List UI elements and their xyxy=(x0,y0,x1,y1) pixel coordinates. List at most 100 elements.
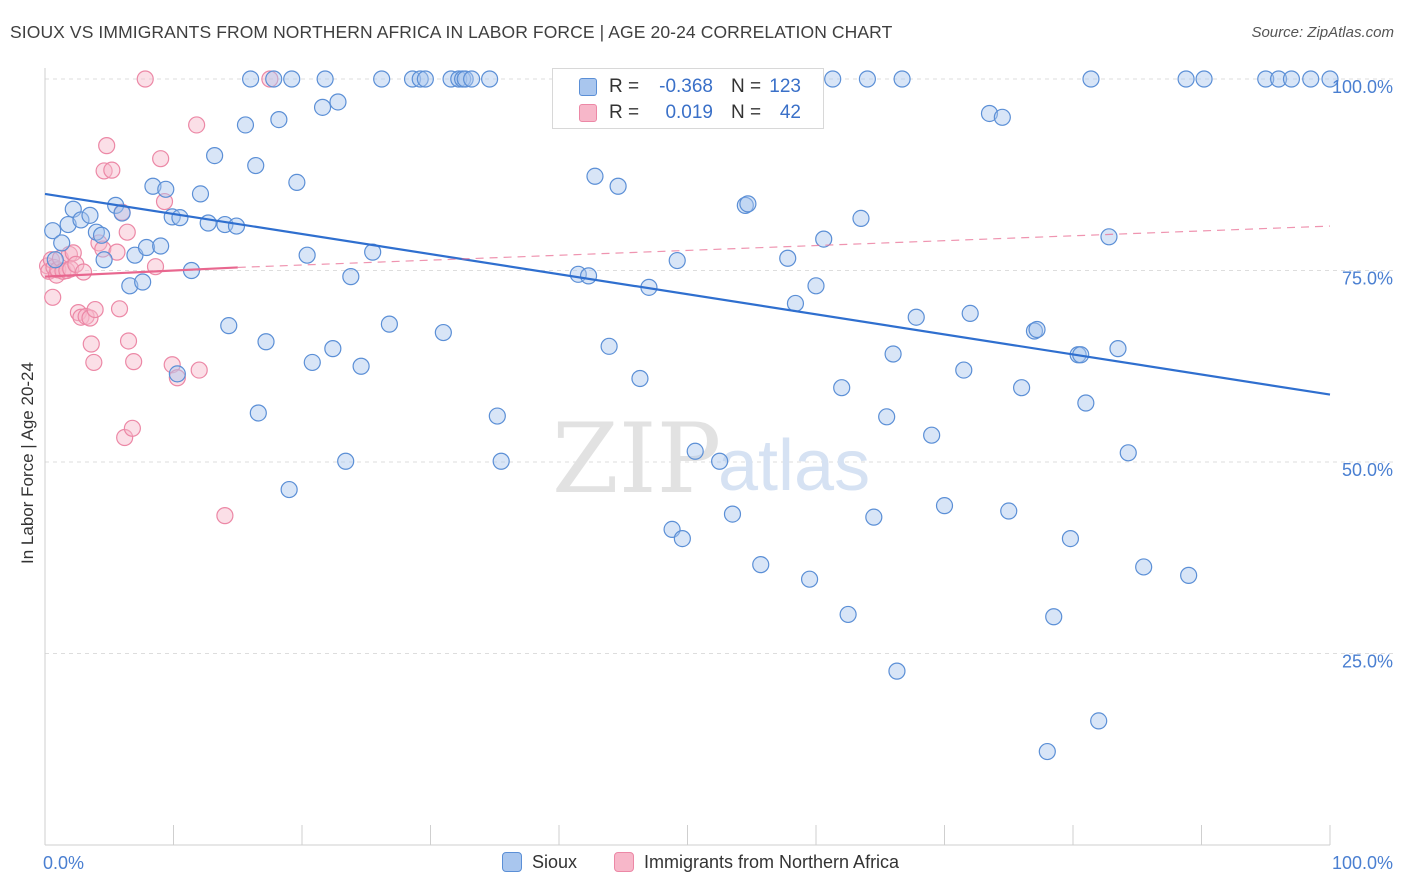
sioux-point xyxy=(316,70,334,88)
sioux-point xyxy=(337,452,355,470)
immigrants-point xyxy=(163,356,181,374)
legend-item-immigrants: Immigrants from Northern Africa xyxy=(614,852,899,873)
r-label: R = xyxy=(609,102,640,123)
r-value: 0.019 xyxy=(665,102,713,123)
sioux-point xyxy=(1109,340,1127,358)
tick-labels: 25.0% 50.0% 75.0% 100.0% 0.0% 100.0% xyxy=(43,77,1393,873)
sioux-point xyxy=(1038,742,1056,761)
sioux-point xyxy=(1100,228,1118,246)
sioux-point xyxy=(313,98,332,116)
sioux-point xyxy=(858,70,877,88)
sioux-point xyxy=(46,251,64,269)
sioux-point xyxy=(673,529,691,548)
sioux-swatch xyxy=(579,78,597,96)
sioux-point xyxy=(242,70,260,88)
sioux-point xyxy=(324,340,342,358)
sioux-point xyxy=(95,251,113,269)
sioux-point xyxy=(752,556,770,574)
sioux-point xyxy=(53,234,71,252)
sioux-point xyxy=(434,323,452,342)
sioux-point xyxy=(81,206,99,224)
sioux-point xyxy=(1045,608,1063,626)
immigrants-point xyxy=(86,300,104,319)
trend-lines xyxy=(44,192,1331,396)
sioux-point xyxy=(807,277,825,295)
sioux-point xyxy=(1195,70,1213,88)
immigrants-point xyxy=(74,263,93,281)
sioux-trend-line xyxy=(44,192,1331,396)
sioux-point xyxy=(833,379,851,397)
sioux-point xyxy=(411,70,429,88)
immigrants-swatch xyxy=(579,104,597,122)
x-tick-label: 100.0% xyxy=(1332,853,1393,873)
immigrants-point xyxy=(261,70,279,88)
y-tick-label: 75.0% xyxy=(1342,269,1393,289)
sioux-point xyxy=(980,104,999,123)
sioux-point xyxy=(249,404,267,422)
immigrants-point xyxy=(82,335,100,353)
sioux-point xyxy=(456,70,474,88)
sioux-point xyxy=(352,357,370,375)
y-tick-label: 100.0% xyxy=(1332,77,1393,97)
sioux-point xyxy=(121,277,139,295)
sioux-point xyxy=(87,223,106,241)
legend-row-immigrants: R = 0.019 N = 42 xyxy=(553,100,823,126)
sioux-point xyxy=(779,249,797,267)
sioux-point xyxy=(481,70,499,88)
sioux-point xyxy=(1302,70,1320,88)
sioux-point xyxy=(955,361,973,379)
sioux-point xyxy=(579,267,598,285)
sioux-point xyxy=(329,93,347,111)
sioux-point xyxy=(137,238,156,257)
legend-row-sioux: R = -0.368 N = 123 xyxy=(553,74,823,100)
sioux-point xyxy=(923,426,941,444)
sioux-point xyxy=(893,70,911,88)
immigrants-point xyxy=(188,116,206,134)
immigrants-legend-swatch xyxy=(614,852,634,872)
watermark-atlas: atlas xyxy=(718,426,870,506)
sioux-point xyxy=(44,222,62,240)
immigrants-point xyxy=(168,369,186,387)
sioux-point xyxy=(824,70,842,88)
sioux-point xyxy=(1000,502,1018,520)
immigrants-point xyxy=(98,137,116,155)
sioux-point xyxy=(59,215,77,234)
sioux-point xyxy=(303,353,321,372)
sioux-point xyxy=(878,408,896,426)
sioux-point xyxy=(711,452,729,470)
sioux-point xyxy=(631,369,649,388)
sioux-point xyxy=(907,308,925,326)
sioux-point xyxy=(416,70,434,88)
y-tick-label: 50.0% xyxy=(1342,460,1393,480)
sioux-point xyxy=(1028,320,1046,339)
n-value: 123 xyxy=(769,76,801,97)
sioux-point xyxy=(463,70,481,88)
r-value: -0.368 xyxy=(659,76,713,97)
n-label: N = xyxy=(731,76,762,97)
sioux-point xyxy=(786,294,805,313)
sioux-point xyxy=(236,116,255,134)
sioux-point xyxy=(1180,566,1198,584)
sioux-point xyxy=(865,508,883,526)
immigrants-point xyxy=(103,161,121,179)
immigrants-point xyxy=(190,361,208,379)
sioux-point xyxy=(92,226,111,244)
immigrants-point xyxy=(118,223,136,241)
immigrants-point xyxy=(108,243,126,261)
sioux-point xyxy=(723,505,742,523)
sioux-point xyxy=(852,209,870,228)
x-tick-label: 0.0% xyxy=(43,853,84,873)
sioux-point xyxy=(1077,394,1095,412)
sioux-point xyxy=(283,70,301,88)
sioux-point xyxy=(265,70,283,88)
sioux-point xyxy=(800,570,819,588)
sioux-legend-swatch xyxy=(502,852,522,872)
sioux-point xyxy=(1257,70,1275,88)
sioux-point xyxy=(220,317,238,335)
chart-title: SIOUX VS IMMIGRANTS FROM NORTHERN AFRICA… xyxy=(10,22,893,42)
sioux-point xyxy=(72,211,90,229)
sioux-point xyxy=(1090,712,1108,730)
immigrants-trend-line xyxy=(44,266,238,278)
sioux-point xyxy=(609,177,627,195)
sioux-point xyxy=(280,480,298,499)
